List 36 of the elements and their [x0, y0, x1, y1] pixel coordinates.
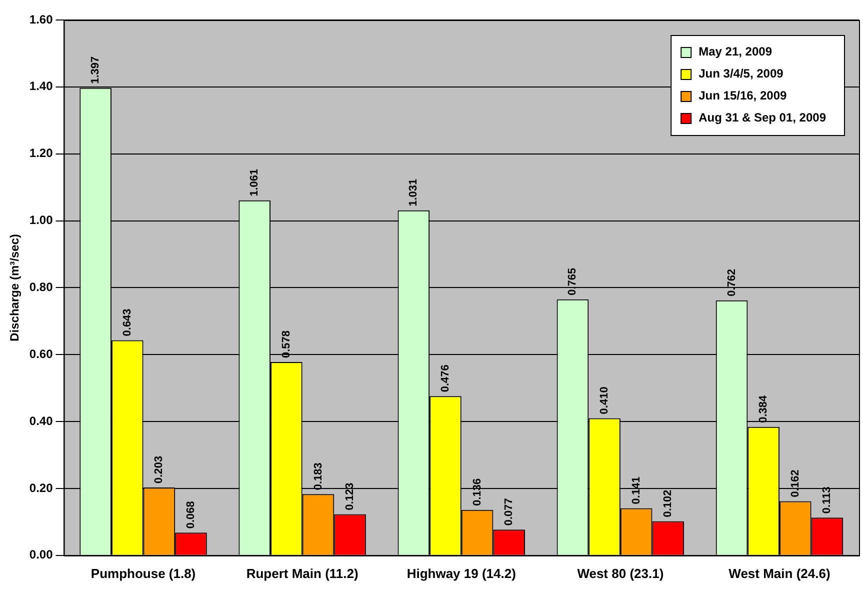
data-label: 0.068: [185, 501, 198, 529]
x-tick-label: Highway 19 (14.2): [406, 566, 516, 581]
data-label: 0.162: [789, 470, 802, 498]
data-label: 0.476: [440, 364, 452, 392]
legend-label: May 21, 2009: [698, 44, 772, 58]
x-tick-label: Pumphouse (1.8): [90, 566, 196, 581]
y-tick-label: 0.40: [29, 414, 54, 428]
legend-label: Aug 31 & Sep 01, 2009: [698, 110, 826, 124]
y-axis-title: Discharge (m³/sec): [8, 234, 22, 342]
x-tick-label: Rupert Main (11.2): [246, 566, 358, 581]
y-tick-label: 0.00: [29, 548, 54, 562]
data-label: 1.397: [90, 56, 102, 84]
y-tick-label: 1.60: [29, 12, 54, 26]
y-tick-label: 1.20: [29, 146, 54, 160]
data-label: 0.765: [566, 268, 579, 296]
data-label: 0.141: [630, 476, 642, 504]
data-label: 0.077: [503, 498, 516, 526]
data-label: 0.762: [726, 268, 738, 296]
data-label: 0.410: [598, 386, 611, 414]
data-label: 0.136: [471, 478, 484, 506]
data-label: 1.031: [408, 178, 420, 206]
x-tick-label: West 80 (23.1): [577, 566, 664, 581]
data-label: 0.123: [344, 482, 356, 510]
data-label: 0.643: [121, 308, 134, 336]
data-label: 0.578: [280, 330, 292, 358]
legend-label: Jun 3/4/5, 2009: [698, 66, 784, 80]
y-tick-label: 0.80: [29, 280, 54, 294]
data-label: 0.203: [153, 456, 166, 484]
legend-label: Jun 15/16, 2009: [698, 88, 787, 102]
x-tick-label: West Main (24.6): [728, 566, 830, 581]
y-tick-label: 1.40: [29, 79, 54, 94]
y-tick-label: 1.00: [29, 213, 54, 228]
y-tick-label: 0.20: [29, 480, 54, 495]
data-label: 0.102: [662, 490, 674, 518]
y-tick-label: 0.60: [29, 346, 54, 361]
data-label: 1.061: [248, 168, 261, 196]
